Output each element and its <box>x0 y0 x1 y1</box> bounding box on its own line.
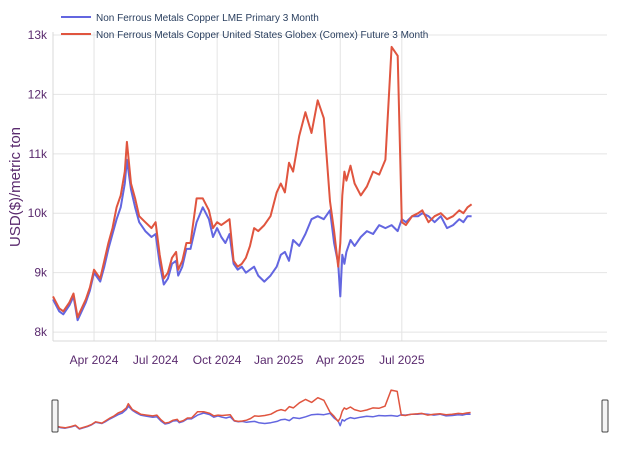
y-tick-label: 9k <box>34 266 48 280</box>
series-line-1 <box>52 158 472 322</box>
y-tick-label: 8k <box>34 325 48 339</box>
legend-label-1: Non Ferrous Metals Copper LME Primary 3 … <box>96 13 319 24</box>
y-tick-label: 10k <box>28 206 48 220</box>
y-axis-title: USD($)/metric ton <box>7 127 24 247</box>
x-tick-label: Apr 2025 <box>316 353 365 367</box>
range-slider-right-handle[interactable] <box>601 399 609 433</box>
range-slider-left-handle[interactable] <box>51 399 59 433</box>
legend-label-2: Non Ferrous Metals Copper United States … <box>96 30 428 41</box>
series-lines <box>52 45 473 322</box>
x-tick-labels: Apr 2024 Jul 2024 Oct 2024 Jan 2025 Apr 2025… <box>70 353 425 367</box>
x-tick-label: Jul 2025 <box>379 353 425 367</box>
range-slider[interactable] <box>51 384 609 436</box>
range-slider-background[interactable] <box>55 384 605 436</box>
x-tick-label: Jul 2024 <box>133 353 179 367</box>
x-tick-label: Oct 2024 <box>193 353 242 367</box>
x-tick-label: Apr 2024 <box>70 353 119 367</box>
y-tick-label: 11k <box>29 147 48 161</box>
legend: Non Ferrous Metals Copper LME Primary 3 … <box>61 13 428 41</box>
range-slider-line-2 <box>54 389 471 430</box>
y-tick-labels: 8k 9k 10k 11k 12k 13k <box>28 28 48 339</box>
y-tick-label: 13k <box>28 28 48 42</box>
y-tick-label: 12k <box>28 87 48 101</box>
series-line-2 <box>52 45 473 319</box>
range-slider-line-1 <box>54 405 471 430</box>
x-tick-label: Jan 2025 <box>254 353 304 367</box>
gridlines <box>52 32 607 342</box>
